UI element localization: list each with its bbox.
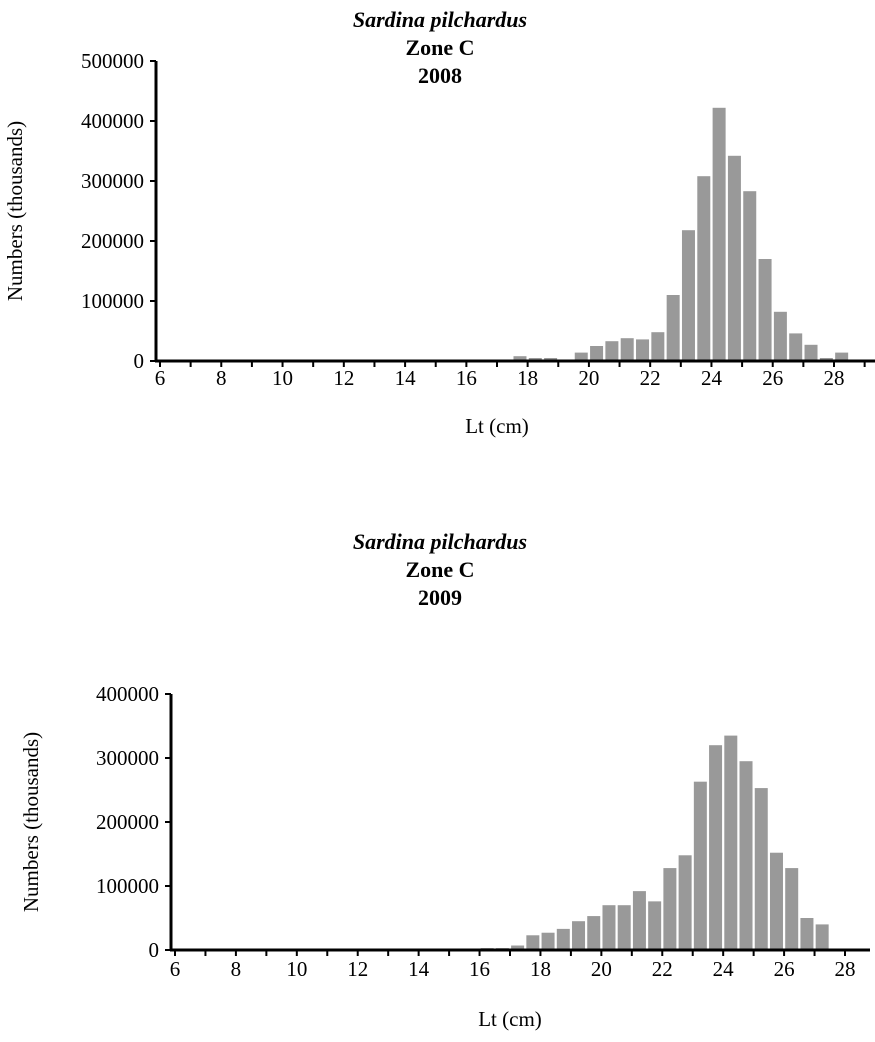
bar <box>739 761 753 950</box>
x-tick-label: 16 <box>456 366 477 390</box>
x-tick-label: 24 <box>701 366 723 390</box>
bar <box>712 107 726 361</box>
chart-title-block: Sardina pilchardus Zone C 2008 <box>300 6 580 90</box>
bar <box>789 333 803 361</box>
bar <box>800 918 814 950</box>
y-tick-label: 200000 <box>96 810 159 834</box>
x-tick-label: 22 <box>640 366 661 390</box>
bar <box>758 259 772 361</box>
x-axis-label: Lt (cm) <box>478 1007 542 1031</box>
bar <box>574 352 588 361</box>
bar <box>511 945 525 950</box>
x-tick-label: 28 <box>835 957 856 981</box>
y-tick-label: 200000 <box>81 229 144 253</box>
chart-title-block: Sardina pilchardus Zone C 2009 <box>300 528 580 612</box>
bar <box>556 928 570 950</box>
bar <box>648 901 662 950</box>
x-tick-label: 18 <box>530 957 551 981</box>
chart-title-species: Sardina pilchardus <box>352 529 528 554</box>
y-tick-label: 400000 <box>96 682 159 706</box>
x-tick-label: 12 <box>347 957 368 981</box>
x-tick-label: 12 <box>333 366 354 390</box>
chart-title-zone: Zone C <box>405 557 475 582</box>
bar <box>697 176 711 361</box>
bar <box>743 191 757 361</box>
x-tick-label: 6 <box>170 957 181 981</box>
x-axis-label: Lt (cm) <box>465 414 529 438</box>
bar <box>815 924 829 950</box>
bar <box>632 891 646 950</box>
bar <box>590 346 604 361</box>
x-tick-label: 28 <box>824 366 845 390</box>
bar <box>572 921 586 950</box>
bar <box>693 781 707 950</box>
x-tick-label: 26 <box>774 957 795 981</box>
y-tick-label: 500000 <box>81 49 144 73</box>
bar <box>785 868 799 950</box>
chart-title-year: 2008 <box>418 63 462 88</box>
y-axis-label: Numbers (thousands) <box>3 121 27 301</box>
bar <box>709 745 723 950</box>
bar <box>835 352 849 361</box>
bar <box>541 932 555 950</box>
bar <box>605 341 619 361</box>
y-tick-label: 0 <box>134 349 145 373</box>
bar <box>754 788 768 950</box>
bar <box>587 916 601 950</box>
chart-plot-area: 0 100000 200000 300000 400000 6 8 10 12 14 16 18 20 2… <box>19 682 870 1031</box>
bar <box>620 338 634 361</box>
x-tick-label: 14 <box>408 957 430 981</box>
x-tick-label: 20 <box>578 366 599 390</box>
chart-title-zone: Zone C <box>405 35 475 60</box>
y-tick-label: 300000 <box>96 746 159 770</box>
bar <box>513 356 527 361</box>
x-tick-label: 18 <box>517 366 538 390</box>
y-axis-label: Numbers (thousands) <box>19 732 43 912</box>
y-tick-label: 300000 <box>81 169 144 193</box>
y-tick-label: 100000 <box>81 289 144 313</box>
bar <box>636 339 650 361</box>
bar <box>724 735 738 950</box>
x-tick-label: 10 <box>286 957 307 981</box>
chart-title-year: 2009 <box>418 585 462 610</box>
y-tick-label: 0 <box>149 938 160 962</box>
bar <box>651 332 665 361</box>
bar <box>681 230 695 361</box>
x-tick-label: 22 <box>652 957 673 981</box>
x-tick-label: 20 <box>591 957 612 981</box>
y-tick-label: 400000 <box>81 109 144 133</box>
chart-2009: Sardina pilchardus Zone C 2009 0 100000 20… <box>0 520 875 1042</box>
bar <box>678 855 692 950</box>
x-tick-label: 8 <box>231 957 242 981</box>
bar <box>617 905 631 950</box>
x-tick-label: 6 <box>155 366 166 390</box>
bar <box>602 905 616 950</box>
chart-plot-area: 0 100000 200000 300000 400000 500000 6 8 10 12 14 1… <box>3 49 875 438</box>
x-tick-label: 8 <box>216 366 227 390</box>
x-tick-label: 24 <box>713 957 735 981</box>
chart-title-species: Sardina pilchardus <box>352 7 528 32</box>
x-tick-label: 16 <box>469 957 490 981</box>
bar <box>769 852 783 950</box>
bar <box>804 344 818 361</box>
bar <box>666 295 680 361</box>
bar <box>727 155 741 361</box>
bar <box>663 868 677 950</box>
x-tick-label: 14 <box>395 366 417 390</box>
bar <box>526 935 540 950</box>
bar <box>773 311 787 361</box>
x-tick-label: 10 <box>272 366 293 390</box>
chart-2008: Sardina pilchardus Zone C 2008 0 100000 20… <box>0 0 875 470</box>
y-tick-label: 100000 <box>96 874 159 898</box>
x-tick-label: 26 <box>762 366 783 390</box>
